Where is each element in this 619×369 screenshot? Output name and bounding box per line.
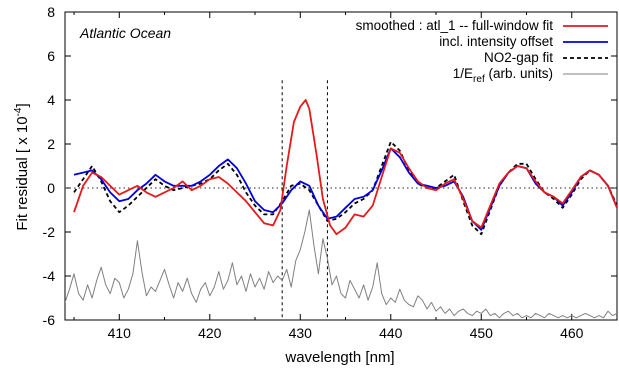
series-line-1 — [73, 99, 617, 236]
axis-labels: wavelength [nm] Fit residual [ x 10-4] A… — [13, 25, 395, 366]
x-tick-label: 410 — [108, 325, 132, 341]
legend: smoothed : atl_1 -- full-window fitincl.… — [356, 18, 608, 85]
region-annotation: Atlantic Ocean — [79, 25, 171, 41]
y-tick-label: 8 — [47, 4, 55, 20]
x-tick-label: 440 — [379, 325, 403, 341]
y-tick-label: 0 — [47, 180, 55, 196]
y-tick-label: 6 — [47, 48, 55, 64]
y-tick-label: -4 — [43, 268, 56, 284]
y-tick-label: 2 — [47, 136, 55, 152]
x-tick-label: 420 — [198, 325, 222, 341]
y-axis-label-exponent: -4 — [13, 107, 24, 116]
x-tick-label: 460 — [560, 325, 584, 341]
x-axis-label: wavelength [nm] — [284, 349, 394, 366]
axis-ticks: 410 420 430 440 450 460 -6 -4 -2 0 2 4 6 8 — [43, 4, 618, 341]
legend-label-3: NO2-gap fit — [484, 50, 553, 65]
series-group — [65, 99, 617, 319]
legend-label-1: smoothed : atl_1 -- full-window fit — [356, 18, 554, 33]
y-axis-label: Fit residual [ x 10-4] — [13, 103, 31, 230]
reference-lines — [65, 80, 617, 320]
y-tick-label: 4 — [47, 92, 55, 108]
x-tick-label: 450 — [470, 325, 494, 341]
y-tick-label: -6 — [43, 312, 56, 328]
series-line-3 — [73, 140, 617, 236]
legend-label-2: incl. intensity offset — [439, 34, 553, 49]
plot-frame — [64, 11, 618, 321]
series-line-4 — [65, 209, 617, 319]
series-line-2 — [73, 147, 617, 231]
legend-label-4: 1/Eref (arb. units) — [453, 66, 553, 85]
y-axis-label-close: ] — [14, 103, 31, 107]
plot-border — [64, 11, 618, 321]
y-axis-label-main: Fit residual [ x 10 — [14, 116, 31, 230]
y-tick-label: -2 — [43, 224, 56, 240]
x-tick-label: 430 — [289, 325, 313, 341]
